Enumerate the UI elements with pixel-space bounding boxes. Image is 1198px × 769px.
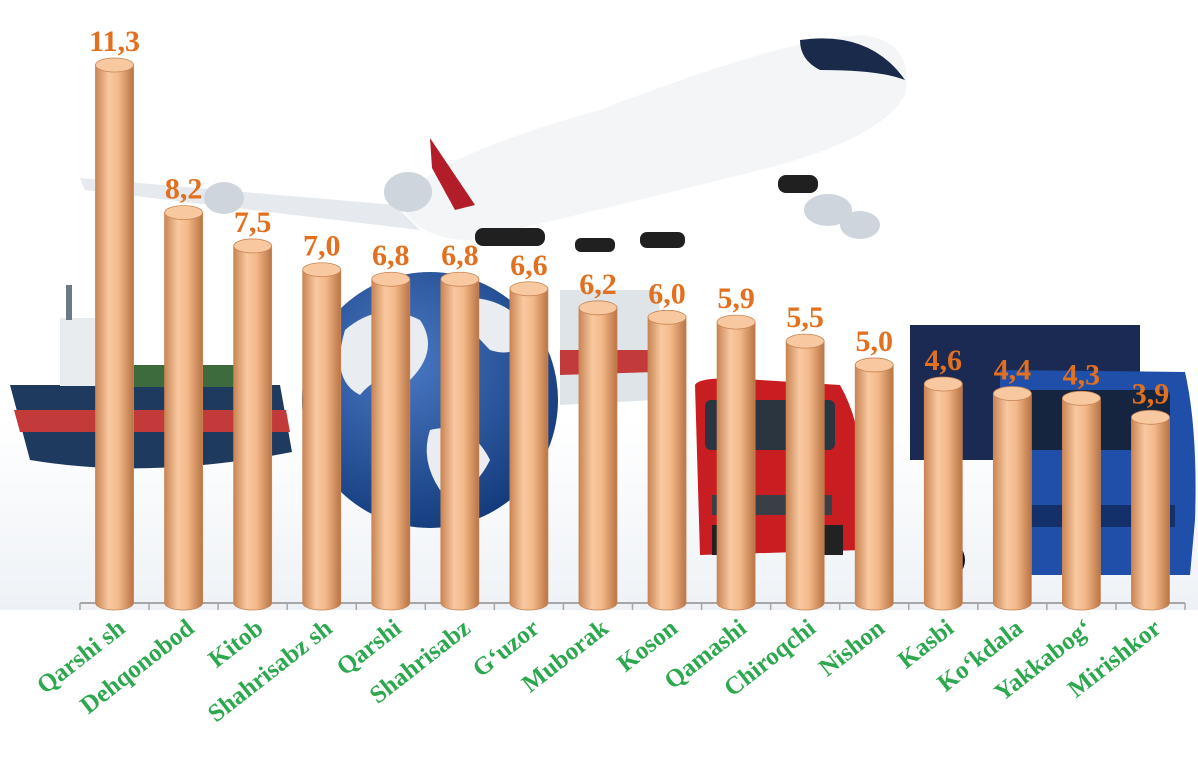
bars-group bbox=[95, 57, 1170, 611]
bar-cap bbox=[1131, 409, 1170, 425]
bar-12 bbox=[854, 357, 894, 611]
value-label: 5,9 bbox=[717, 282, 755, 315]
bar-10 bbox=[716, 314, 756, 611]
category-label: Shahrisabz sh bbox=[203, 614, 337, 727]
bar-body bbox=[1131, 416, 1170, 611]
bar-cap bbox=[509, 281, 549, 297]
x-axis-ticks bbox=[79, 603, 1186, 610]
value-label: 4,6 bbox=[925, 344, 963, 377]
bar-cap bbox=[854, 357, 894, 373]
bar-cap bbox=[1062, 390, 1101, 406]
bar-cap bbox=[302, 262, 342, 278]
bar-body bbox=[302, 269, 342, 611]
cargo-ship-image bbox=[10, 285, 292, 469]
category-label: Nishon bbox=[814, 614, 890, 682]
bar-body bbox=[716, 321, 756, 611]
bar-body bbox=[785, 340, 825, 611]
bar-14 bbox=[992, 386, 1032, 611]
value-label: 11,3 bbox=[89, 25, 140, 58]
bar-4 bbox=[302, 262, 342, 611]
bar-6 bbox=[440, 271, 480, 611]
value-label: 5,0 bbox=[855, 325, 893, 358]
bar-body bbox=[923, 383, 963, 611]
bar-cap bbox=[716, 314, 756, 330]
bar-cap bbox=[164, 205, 203, 220]
bar-body bbox=[95, 64, 134, 611]
bar-cap bbox=[923, 376, 963, 392]
bar-9 bbox=[647, 309, 687, 611]
value-label: 6,6 bbox=[510, 249, 548, 282]
bar-cap bbox=[95, 57, 134, 73]
value-label: 6,8 bbox=[372, 239, 410, 272]
bar-body bbox=[647, 316, 687, 611]
value-label: 7,0 bbox=[303, 230, 341, 263]
bar-16 bbox=[1131, 409, 1170, 611]
airplane-image bbox=[80, 35, 907, 252]
bar-cap bbox=[440, 271, 480, 287]
bar-body bbox=[1062, 397, 1101, 611]
value-label: 6,8 bbox=[441, 239, 479, 272]
bar-11 bbox=[785, 333, 825, 611]
bar-5 bbox=[371, 271, 411, 611]
bar-cap bbox=[992, 386, 1032, 401]
bar-body bbox=[509, 288, 549, 611]
bar-body bbox=[440, 278, 480, 611]
bar-body bbox=[992, 393, 1032, 611]
bar-body bbox=[578, 307, 618, 611]
value-label: 7,5 bbox=[234, 206, 272, 239]
value-label: 6,2 bbox=[579, 268, 617, 301]
bar-8 bbox=[578, 300, 618, 611]
value-label: 5,5 bbox=[786, 301, 824, 334]
bar-cap bbox=[233, 238, 273, 254]
value-label: 4,4 bbox=[994, 354, 1032, 387]
bar-15 bbox=[1062, 390, 1101, 611]
bar-13 bbox=[923, 376, 963, 611]
value-labels-group: 11,3 8,2 7,5 7,0 6,8 6,8 6,6 6,2 6,0 5,9 5,5 5,0 4,6… bbox=[89, 25, 1169, 410]
bar-cap bbox=[785, 333, 825, 349]
bar-body bbox=[854, 364, 894, 611]
bar-cap bbox=[647, 309, 687, 325]
value-label: 4,3 bbox=[1063, 358, 1101, 391]
value-label: 8,2 bbox=[165, 173, 203, 206]
bar-body bbox=[164, 212, 203, 611]
bar-cap bbox=[578, 300, 618, 316]
bar-1 bbox=[95, 57, 134, 611]
bar-body bbox=[371, 278, 411, 611]
bar-3 bbox=[233, 238, 273, 611]
bar-7 bbox=[509, 281, 549, 611]
bar-body bbox=[233, 245, 273, 611]
value-label: 6,0 bbox=[648, 277, 686, 310]
value-label: 3,9 bbox=[1132, 377, 1170, 410]
bar-2 bbox=[164, 205, 203, 611]
bar-cap bbox=[371, 271, 411, 287]
